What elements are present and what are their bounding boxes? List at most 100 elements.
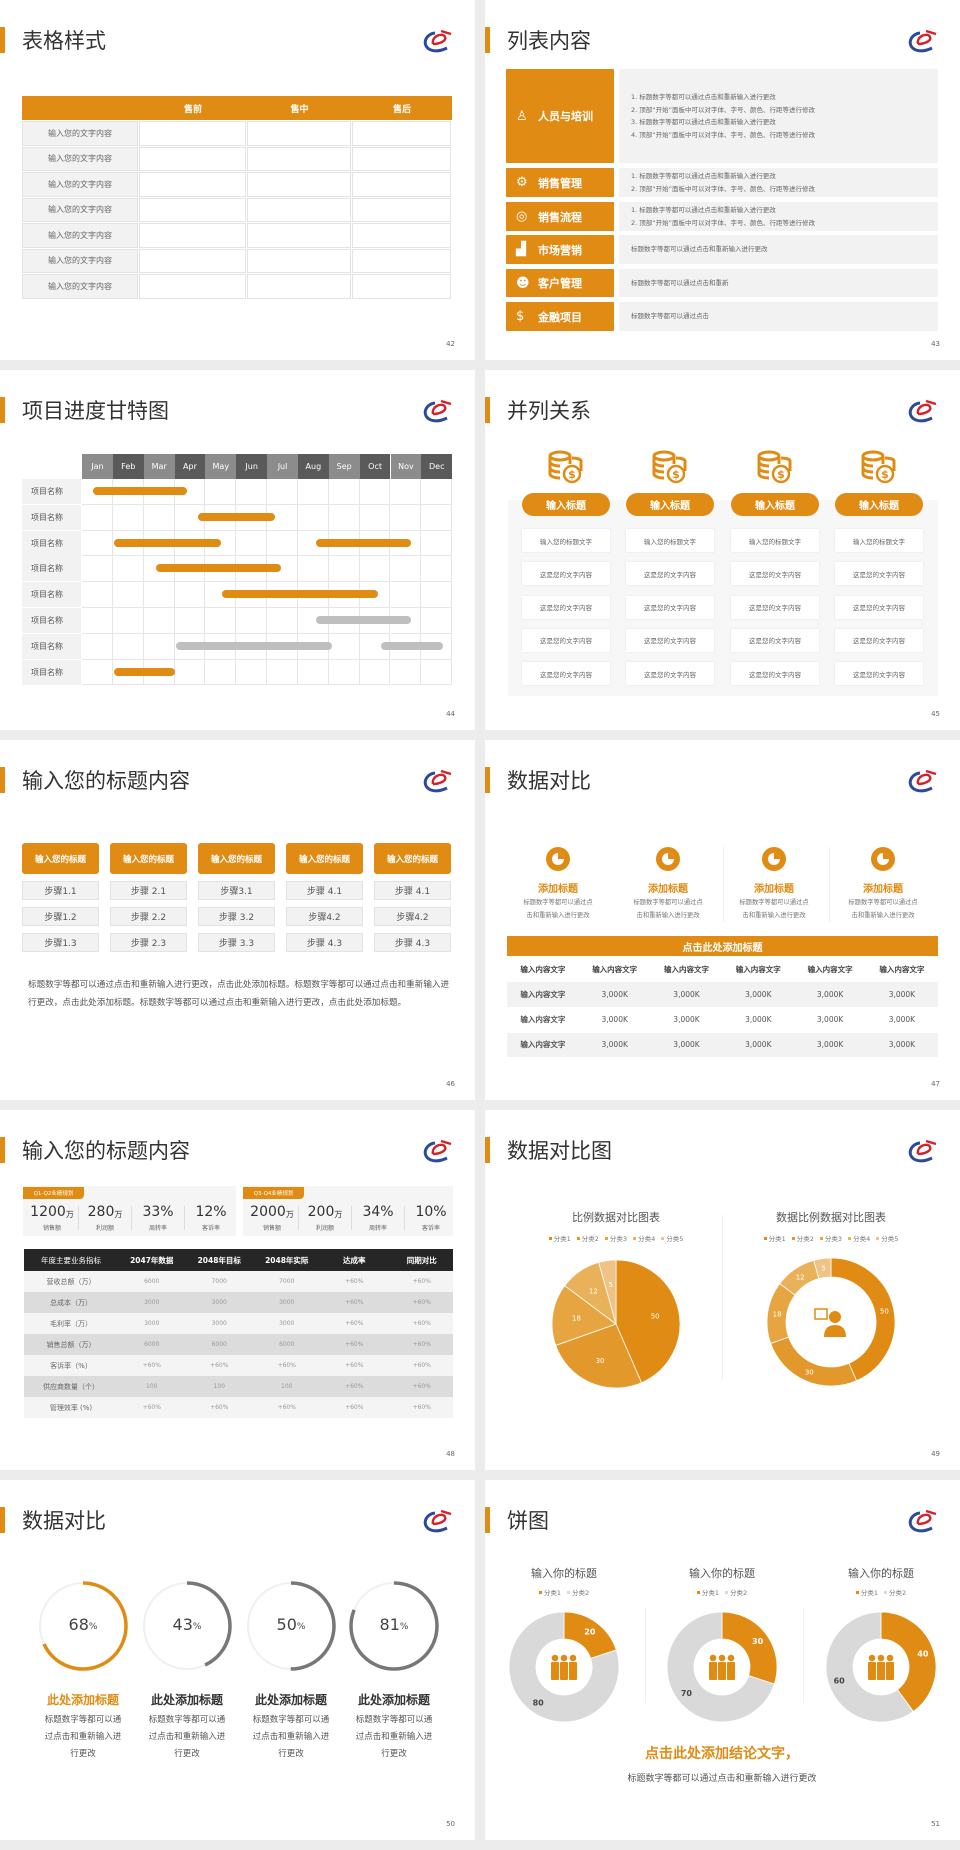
table-cell: 3,000K: [601, 989, 628, 999]
table-cell[interactable]: [247, 146, 351, 171]
step-box[interactable]: 步骤 2.3: [110, 933, 187, 952]
legend-item: 分类5: [661, 1233, 683, 1243]
slide-title: 项目进度甘特图: [22, 399, 169, 423]
coins-icon: $: [757, 450, 793, 484]
step-box[interactable]: 步骤4.2: [374, 907, 451, 926]
gantt-bar[interactable]: [114, 667, 175, 676]
table-cell[interactable]: [247, 248, 351, 273]
table-cell[interactable]: [139, 146, 246, 171]
data-label: 18: [773, 1310, 782, 1318]
step-box[interactable]: 步骤1.3: [22, 933, 99, 952]
data-label: 30: [596, 1357, 605, 1365]
table-cell[interactable]: [352, 197, 451, 222]
gantt-bar[interactable]: [92, 487, 187, 495]
kpi-panel-tag: Q1-Q2业绩规划: [23, 1187, 84, 1199]
sales-manager-icon: ⚙: [516, 175, 528, 190]
table-cell[interactable]: [247, 197, 351, 222]
table-cell[interactable]: [139, 274, 246, 299]
column-title-pill[interactable]: 输入标题: [835, 493, 923, 516]
slide-title: 数据对比: [22, 1509, 106, 1533]
table-cell: 3000: [211, 1320, 227, 1327]
table-cell[interactable]: [139, 172, 246, 197]
table-cell[interactable]: [352, 172, 451, 197]
gantt-row-label: 项目名称: [22, 608, 81, 633]
table-cell[interactable]: [352, 274, 451, 299]
legend-label: 分类1: [553, 1235, 571, 1243]
table-cell[interactable]: [247, 172, 351, 197]
table-cell: 3,000K: [601, 1015, 628, 1025]
step-box[interactable]: 步骤3.1: [198, 881, 275, 900]
legend-item: 分类1: [548, 1233, 571, 1243]
list-item-label: 销售管理: [538, 176, 582, 190]
table-cell[interactable]: [352, 223, 451, 248]
description-line: 1. 标题数字等都可以通过点击和重新输入进行更改: [631, 93, 776, 101]
gantt-grid-cell: [390, 504, 422, 531]
gantt-grid-cell: [236, 479, 268, 505]
feature-title: 添加标题: [754, 884, 794, 895]
column-title-pill[interactable]: 输入标题: [522, 493, 610, 516]
table-cell[interactable]: [247, 223, 351, 248]
legend-item: 分类4: [633, 1233, 655, 1243]
step-box[interactable]: 步骤 4.1: [286, 881, 363, 900]
table-cell: 6000: [144, 1278, 160, 1285]
list-item-label: 客户管理: [538, 277, 582, 290]
legend-label: 分类2: [889, 1589, 907, 1597]
step-box[interactable]: 步骤 2.1: [110, 881, 187, 900]
gantt-bar[interactable]: [316, 538, 411, 547]
legend-swatch: [567, 1590, 570, 1594]
gantt-grid-cell: [267, 608, 298, 634]
gantt-bar[interactable]: [114, 538, 221, 547]
table-cell[interactable]: [247, 121, 351, 146]
table-cell[interactable]: [352, 248, 451, 273]
table-cell[interactable]: [352, 146, 451, 171]
logo-icon: [908, 29, 937, 53]
logo-icon: [423, 1509, 452, 1533]
gantt-bar[interactable]: [381, 641, 443, 650]
step-box[interactable]: 步骤4.2: [286, 907, 363, 926]
table-cell[interactable]: [139, 248, 246, 273]
table-cell[interactable]: [139, 223, 246, 248]
gantt-bar[interactable]: [316, 616, 411, 624]
ring-number: 43: [172, 1615, 193, 1634]
table-row-background: [507, 982, 938, 1007]
table-row: [24, 1334, 453, 1355]
gantt-row-label: 项目名称: [22, 556, 81, 582]
column-title-pill[interactable]: 输入标题: [731, 493, 819, 516]
step-box[interactable]: 步骤 3.3: [198, 933, 275, 952]
step-box[interactable]: 步骤 2.2: [110, 907, 187, 926]
kpi-number: 33%: [142, 1204, 174, 1220]
table-cell[interactable]: [247, 274, 351, 299]
step-column-header: 输入您的标题: [22, 843, 99, 874]
kpi-divider: [184, 1206, 185, 1230]
step-box[interactable]: 步骤 4.3: [374, 933, 451, 952]
gantt-grid-cell: [143, 582, 175, 608]
gantt-bar[interactable]: [176, 641, 332, 650]
step-box[interactable]: 步骤 4.1: [374, 881, 451, 900]
list-item-label: 人员与培训: [538, 110, 593, 123]
feature-title: 添加标题: [648, 884, 688, 895]
table-cell[interactable]: [139, 197, 246, 222]
step-box[interactable]: 步骤 3.2: [198, 907, 275, 926]
progress-ring: [142, 1581, 232, 1671]
table-cell: 3,000K: [816, 1015, 844, 1025]
table-row-label: 输入内容文字: [520, 989, 566, 999]
step-box[interactable]: 步骤1.1: [22, 881, 99, 900]
table-row-background: [507, 1032, 938, 1058]
column-cell: 这是您的文字内容: [522, 562, 610, 586]
feature-description: 标题数字等都可以通过点: [848, 899, 918, 906]
table-cell[interactable]: [352, 121, 451, 146]
gantt-bar[interactable]: [222, 590, 379, 599]
legend-swatch: [538, 1590, 542, 1594]
table-cell[interactable]: [139, 121, 246, 146]
list-item-description: 标题数字等都可以通过点击: [619, 302, 938, 331]
step-box[interactable]: 步骤1.2: [22, 907, 99, 926]
gantt-bar[interactable]: [156, 564, 281, 573]
step-box[interactable]: 步骤 4.3: [286, 933, 363, 952]
column-cell: 这是您的文字内容: [731, 628, 819, 652]
conclusion-text: 点击此处添加结论文字，: [645, 1746, 799, 1762]
logo-blue-arc: [423, 1511, 448, 1533]
column-title-pill[interactable]: 输入标题: [626, 493, 714, 516]
gantt-bar[interactable]: [197, 512, 275, 521]
table-cell: 100: [213, 1383, 225, 1390]
donut-slice: [666, 1611, 775, 1723]
